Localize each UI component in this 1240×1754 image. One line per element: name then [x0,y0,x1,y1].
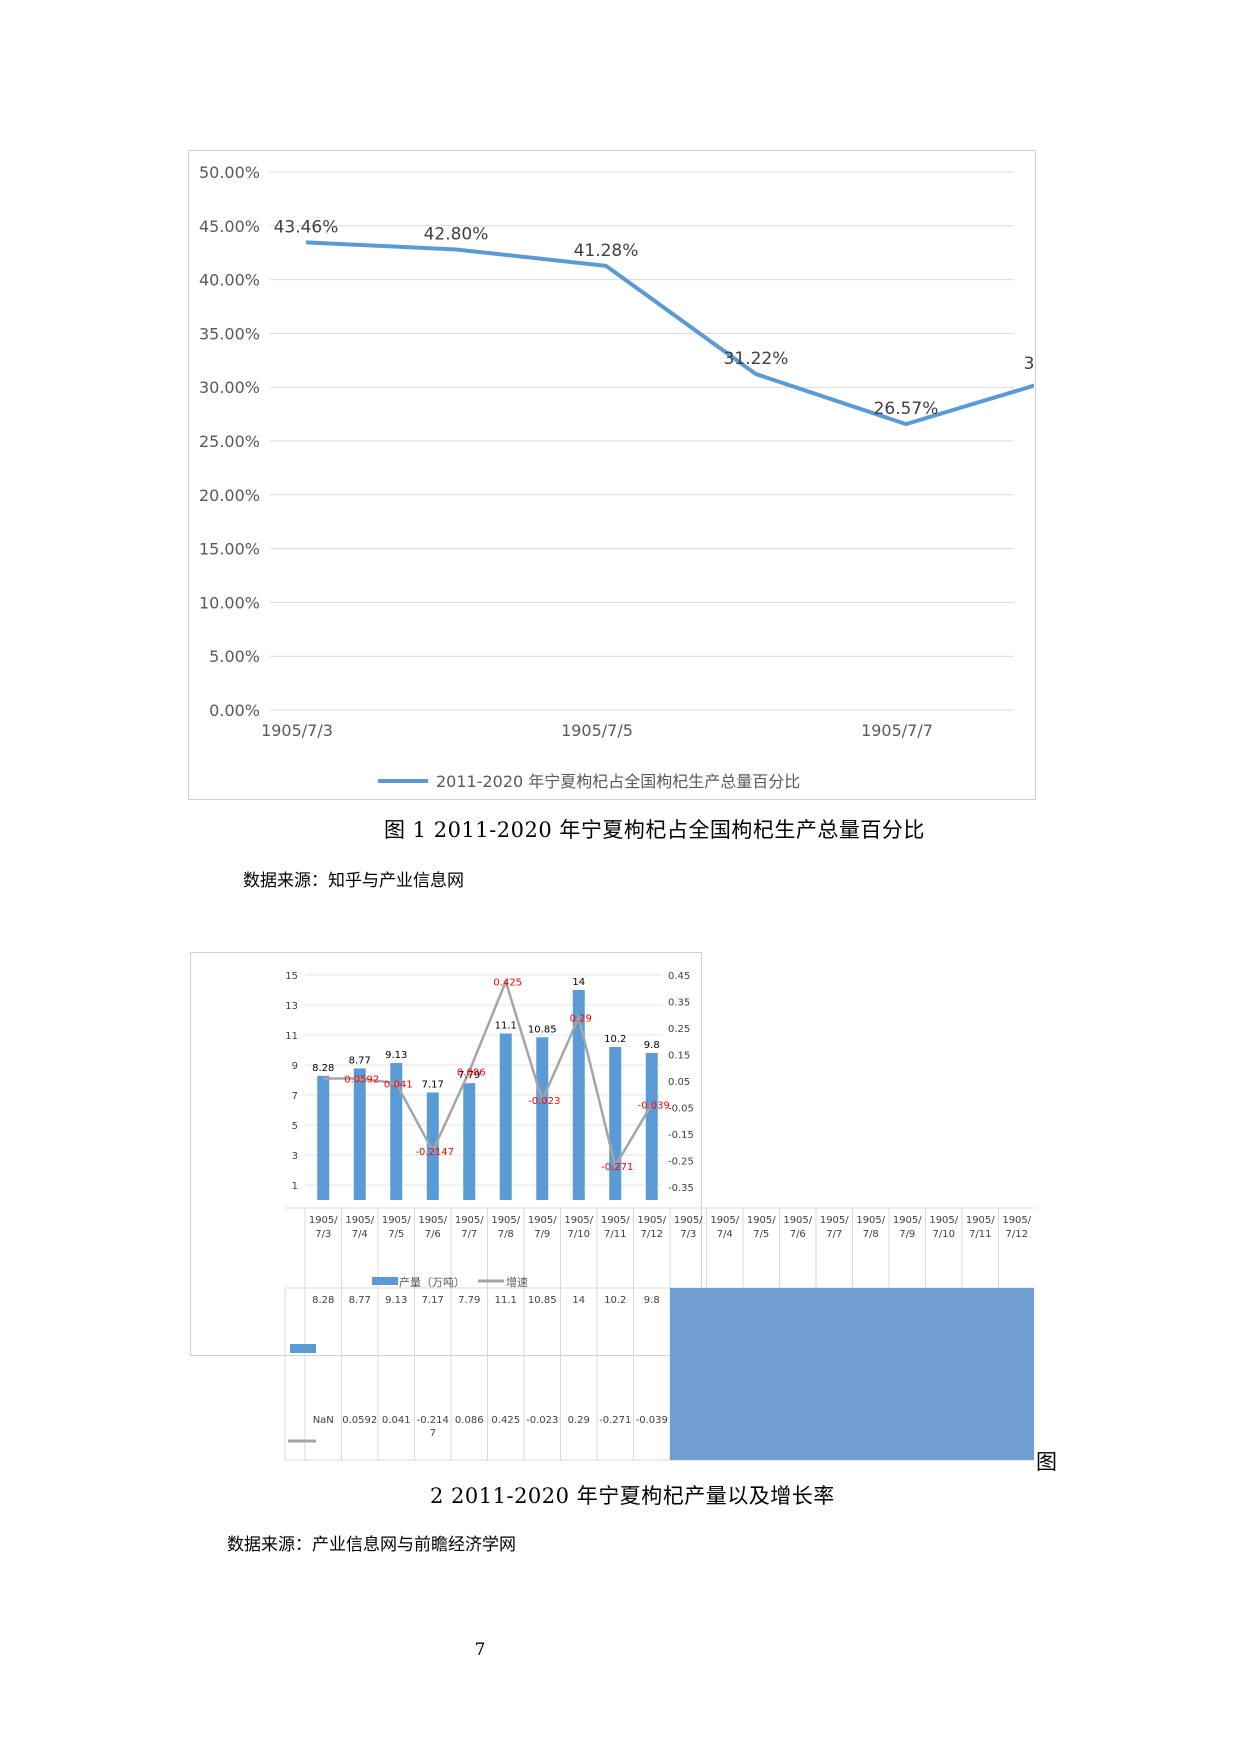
chart1-y-tick-label: 0.00% [209,701,260,720]
chart2-frame [190,952,702,1356]
chart2-category-label: 1905/7/4 [710,1215,739,1240]
chart1-y-tick-label: 25.00% [199,432,260,451]
chart1-y-axis: 0.00% 5.00% 10.00% 15.00% 20.00% 25.00% 30.00%… [199,163,260,720]
chart2-category-label: 1905/7/9 [893,1215,922,1240]
chart1-y-tick-label: 50.00% [199,163,260,182]
chart2-table-growth-cell: 0.425 [491,1415,520,1426]
chart1-legend: 2011-2020 年宁夏枸杞占全国枸杞生产总量百分比 [378,772,800,791]
chart2-table-growth-cell: -0.039 [636,1415,668,1426]
chart1-data-label: 41.28% [574,241,639,261]
chart1-data-label: 43.46% [274,217,339,237]
chart1-y-tick-label: 35.00% [199,324,260,343]
chart1-y-tick-label: 30.00% [199,378,260,397]
chart1-y-tick-label: 15.00% [199,540,260,559]
chart2-table-growth-cell: -0.023 [526,1415,558,1426]
chart1-data-label: 26.57% [874,399,939,419]
figure1-caption: 图 1 2011-2020 年宁夏枸杞占全国枸杞生产总量百分比 [384,818,925,842]
chart1-legend-text: 2011-2020 年宁夏枸杞占全国枸杞生产总量百分比 [436,772,800,791]
chart2-category-label: 1905/7/12 [1002,1215,1031,1240]
chart1-x-tick-label: 1905/7/7 [861,721,933,740]
figure2-caption: 2 2011-2020 年宁夏枸杞产量以及增长率 [430,1484,835,1508]
chart1-data-labels: 43.46%42.80%41.28%31.22%26.57%30.76%25.8… [274,217,1034,419]
chart1-series [305,240,1034,427]
chart2-category-label: 1905/7/6 [783,1215,812,1240]
chart1-y-tick-label: 40.00% [199,271,260,290]
page-number: 7 [474,1640,486,1660]
chart1-y-tick-label: 5.00% [209,647,260,666]
figure2-caption-prefix: 图 [1036,1450,1058,1474]
chart2-table-growth-cell: -0.271 [599,1415,631,1426]
chart2-table-growth-cell: 0.086 [455,1415,484,1426]
chart2-table-fill-block [670,1288,1034,1460]
figure1-source: 数据来源：知乎与产业信息网 [243,871,464,891]
chart1-data-label: 31.22% [724,349,789,369]
chart1-frame [188,150,1036,800]
chart2-table-growth-cell: 0.041 [382,1415,411,1426]
chart1-y-tick-label: 45.00% [199,217,260,236]
chart1-x-tick-label: 1905/7/3 [261,721,333,740]
chart1-gridlines [270,171,1014,711]
chart1-y-tick-label: 20.00% [199,486,260,505]
chart2-table-growth-cell: 0.29 [568,1415,590,1426]
chart1-svg: 0.00% 5.00% 10.00% 15.00% 20.00% 25.00% 30.00%… [199,163,1034,791]
chart1-y-tick-label: 10.00% [199,593,260,612]
chart2-table-growth-cell: 0.0592 [342,1415,377,1426]
chart1-data-label: 30.76% [1024,354,1034,374]
chart2-category-label: 1905/7/5 [747,1215,776,1240]
chart1-series-line [305,240,1034,427]
chart2-category-label: 1905/7/10 [929,1215,958,1240]
chart2-category-label: 1905/7/7 [820,1215,849,1240]
chart2-category-label: 1905/7/8 [856,1215,885,1240]
chart1-data-label: 42.80% [424,224,489,244]
chart1-x-axis: 1905/7/31905/7/51905/7/71905/7/91905/7/1… [261,721,933,740]
chart1-x-tick-label: 1905/7/5 [561,721,633,740]
chart2-category-label: 1905/7/11 [966,1215,995,1240]
figure2-source: 数据来源：产业信息网与前瞻经济学网 [227,1535,516,1555]
chart2-table-growth-cell: -0.214 7 [417,1415,449,1439]
chart2-table-growth-cell: NaN [313,1415,334,1426]
